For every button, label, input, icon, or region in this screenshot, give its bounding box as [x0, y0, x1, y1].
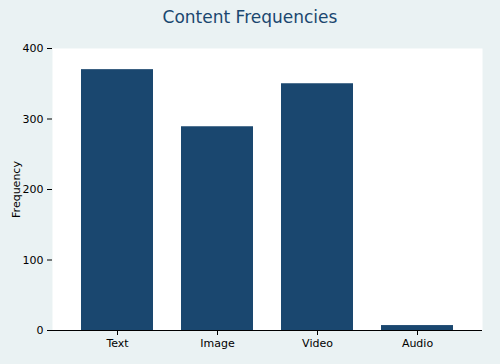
html-text:Content Frequencies: Content Frequencies — [162, 7, 338, 27]
svg-text:Text: Text — [105, 337, 129, 350]
svg-text:300: 300 — [23, 113, 44, 126]
svg-text:Audio: Audio — [402, 337, 434, 350]
svg-text:200: 200 — [23, 183, 44, 196]
svg-text:0: 0 — [37, 324, 44, 337]
svg-text:Video: Video — [302, 337, 333, 350]
svg-text:400: 400 — [23, 42, 44, 55]
svg-text:100: 100 — [23, 254, 44, 267]
svg-text:Frequency: Frequency — [10, 161, 23, 218]
svg-text:Image: Image — [200, 337, 235, 350]
